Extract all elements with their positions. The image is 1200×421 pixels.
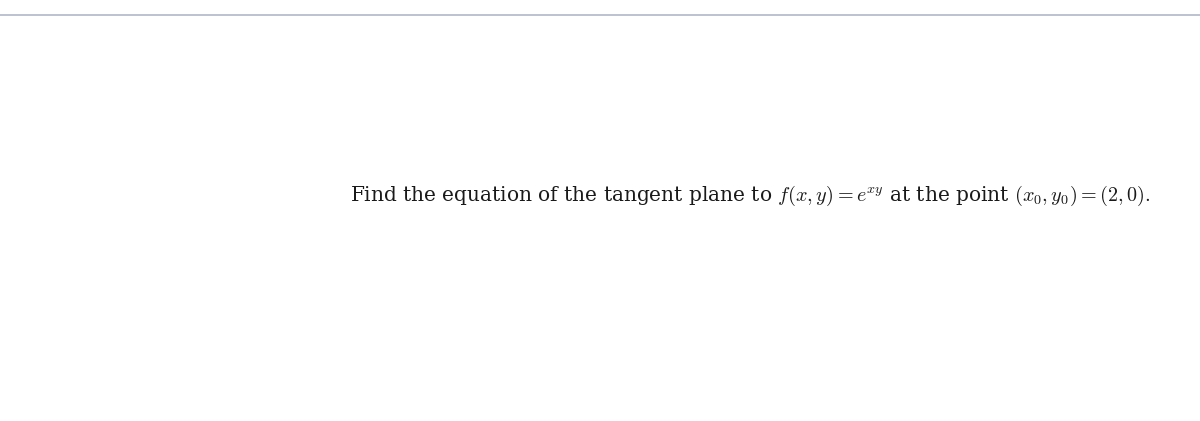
Text: Find the equation of the tangent plane to $f(x, y) = e^{xy}$ at the point $(x_0,: Find the equation of the tangent plane t… <box>350 184 1151 208</box>
